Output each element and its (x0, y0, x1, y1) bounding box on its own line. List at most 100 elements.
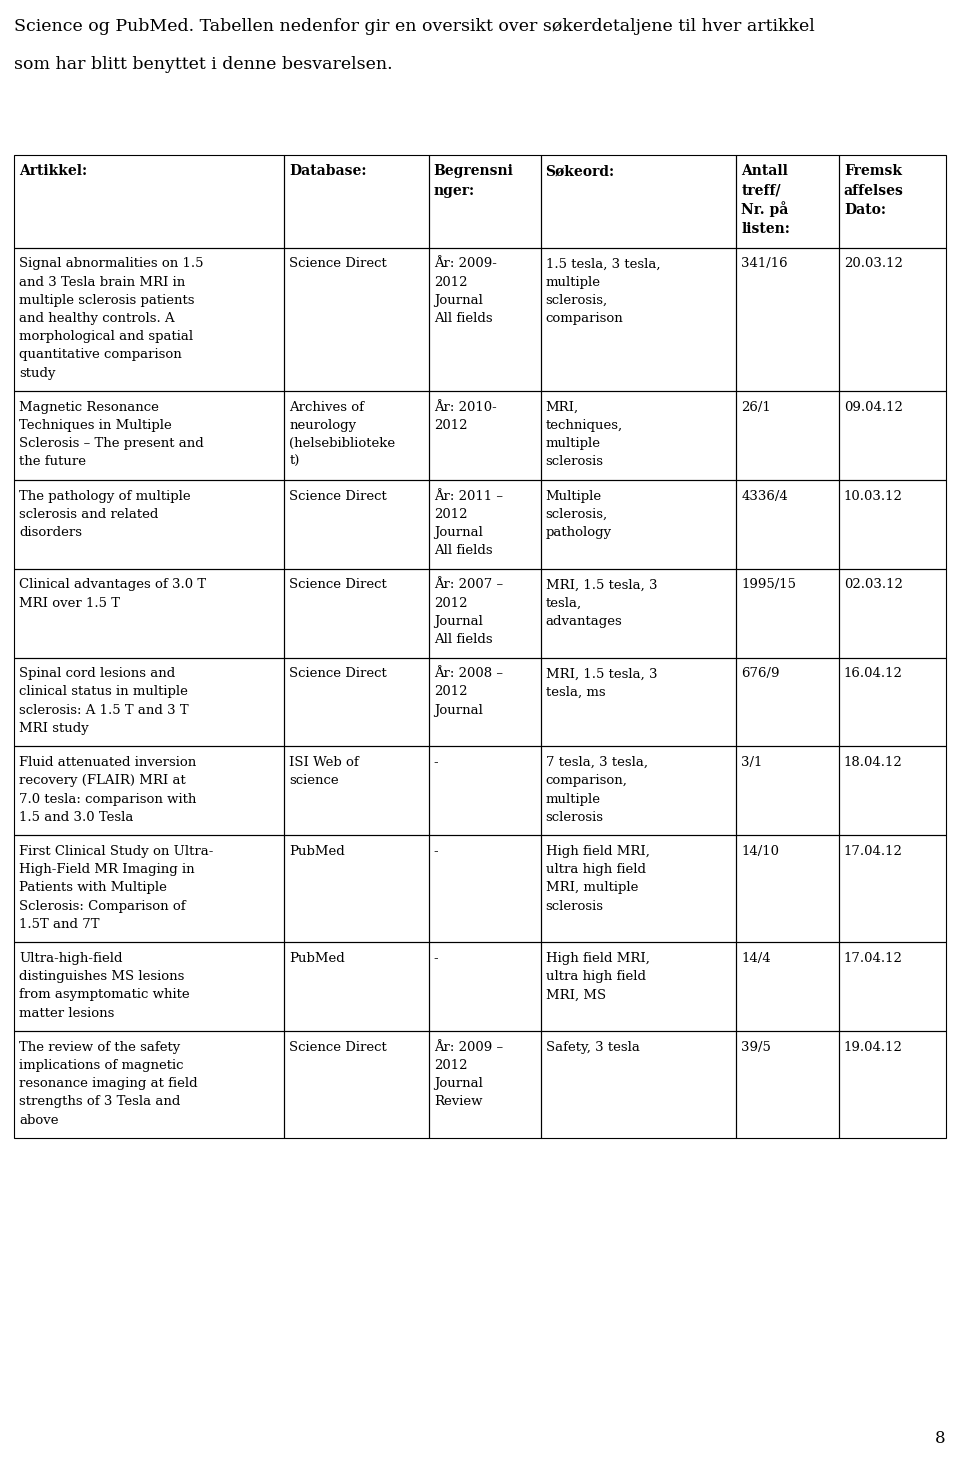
Text: 10.03.12: 10.03.12 (844, 489, 902, 502)
Text: MRI,: MRI, (545, 401, 579, 413)
Text: disorders: disorders (19, 526, 82, 539)
Text: resonance imaging at field: resonance imaging at field (19, 1077, 198, 1090)
Text: Begrensni: Begrensni (434, 164, 514, 179)
Text: pathology: pathology (545, 526, 612, 539)
Bar (839, 248, 946, 391)
Text: År: 2007 –: År: 2007 – (434, 579, 503, 592)
Text: 14/10: 14/10 (741, 845, 780, 858)
Text: -: - (434, 845, 439, 858)
Text: Artikkel:: Artikkel: (19, 164, 87, 179)
Text: -: - (434, 756, 439, 769)
Text: morphological and spatial: morphological and spatial (19, 330, 193, 343)
Text: MRI, MS: MRI, MS (545, 989, 606, 1002)
Bar (14, 155, 284, 248)
Text: tesla,: tesla, (545, 596, 582, 609)
Bar (14, 942, 284, 1031)
Text: Søkeord:: Søkeord: (545, 164, 614, 179)
Text: multiple: multiple (545, 275, 601, 289)
Text: Fremsk: Fremsk (844, 164, 901, 179)
Text: the future: the future (19, 456, 86, 469)
Bar (284, 942, 429, 1031)
Text: Multiple: Multiple (545, 489, 602, 502)
Bar (540, 248, 736, 391)
Text: Sclerosis – The present and: Sclerosis – The present and (19, 437, 204, 450)
Bar (736, 391, 839, 481)
Text: 2012: 2012 (434, 419, 468, 432)
Text: 341/16: 341/16 (741, 258, 788, 271)
Text: PubMed: PubMed (289, 845, 345, 858)
Text: nger:: nger: (434, 183, 475, 198)
Text: 1.5 and 3.0 Tesla: 1.5 and 3.0 Tesla (19, 810, 133, 823)
Bar (429, 481, 540, 568)
Text: 1995/15: 1995/15 (741, 579, 796, 592)
Text: 26/1: 26/1 (741, 401, 771, 413)
Text: (helsebiblioteke: (helsebiblioteke (289, 437, 396, 450)
Bar (540, 658, 736, 747)
Text: Science Direct: Science Direct (289, 258, 387, 271)
Bar (429, 155, 540, 248)
Text: sclerosis: A 1.5 T and 3 T: sclerosis: A 1.5 T and 3 T (19, 703, 188, 716)
Text: strengths of 3 Tesla and: strengths of 3 Tesla and (19, 1096, 180, 1109)
Text: Safety, 3 tesla: Safety, 3 tesla (545, 1040, 639, 1053)
Bar (839, 1031, 946, 1138)
Text: 2012: 2012 (434, 1059, 468, 1072)
Text: 2012: 2012 (434, 686, 468, 699)
Bar (429, 942, 540, 1031)
Text: advantages: advantages (545, 615, 622, 628)
Bar (284, 481, 429, 568)
Text: 02.03.12: 02.03.12 (844, 579, 902, 592)
Bar (14, 658, 284, 747)
Bar (839, 391, 946, 481)
Bar (540, 155, 736, 248)
Text: År: 2010-: År: 2010- (434, 401, 496, 413)
Text: sclerosis and related: sclerosis and related (19, 508, 158, 522)
Text: Science Direct: Science Direct (289, 579, 387, 592)
Bar (839, 155, 946, 248)
Text: sclerosis,: sclerosis, (545, 508, 608, 522)
Text: Science Direct: Science Direct (289, 1040, 387, 1053)
Text: År: 2009-: År: 2009- (434, 258, 496, 271)
Text: 7.0 tesla: comparison with: 7.0 tesla: comparison with (19, 793, 197, 806)
Text: MRI over 1.5 T: MRI over 1.5 T (19, 596, 120, 609)
Text: and healthy controls. A: and healthy controls. A (19, 312, 175, 325)
Text: comparison: comparison (545, 312, 623, 325)
Bar (839, 835, 946, 942)
Text: Science Direct: Science Direct (289, 489, 387, 502)
Text: Patients with Multiple: Patients with Multiple (19, 882, 167, 894)
Text: MRI, 1.5 tesla, 3: MRI, 1.5 tesla, 3 (545, 579, 657, 592)
Bar (14, 835, 284, 942)
Bar (839, 747, 946, 835)
Bar (429, 248, 540, 391)
Bar (540, 835, 736, 942)
Text: treff/: treff/ (741, 183, 780, 198)
Bar (839, 942, 946, 1031)
Text: ISI Web of: ISI Web of (289, 756, 359, 769)
Text: MRI study: MRI study (19, 722, 88, 735)
Bar (14, 747, 284, 835)
Bar (839, 568, 946, 658)
Text: 09.04.12: 09.04.12 (844, 401, 902, 413)
Text: tesla, ms: tesla, ms (545, 686, 605, 699)
Text: 17.04.12: 17.04.12 (844, 845, 902, 858)
Text: 16.04.12: 16.04.12 (844, 667, 902, 680)
Bar (14, 568, 284, 658)
Bar (284, 155, 429, 248)
Text: 17.04.12: 17.04.12 (844, 952, 902, 965)
Text: 2012: 2012 (434, 275, 468, 289)
Bar (540, 481, 736, 568)
Text: All fields: All fields (434, 312, 492, 325)
Text: multiple: multiple (545, 793, 601, 806)
Bar (14, 1031, 284, 1138)
Text: 3/1: 3/1 (741, 756, 762, 769)
Text: Review: Review (434, 1096, 482, 1109)
Text: comparison,: comparison, (545, 775, 628, 787)
Text: Sclerosis: Comparison of: Sclerosis: Comparison of (19, 900, 185, 913)
Bar (429, 1031, 540, 1138)
Bar (284, 248, 429, 391)
Text: distinguishes MS lesions: distinguishes MS lesions (19, 970, 184, 983)
Text: 1.5T and 7T: 1.5T and 7T (19, 917, 100, 930)
Bar (284, 1031, 429, 1138)
Bar (284, 391, 429, 481)
Text: År: 2009 –: År: 2009 – (434, 1040, 503, 1053)
Bar (429, 391, 540, 481)
